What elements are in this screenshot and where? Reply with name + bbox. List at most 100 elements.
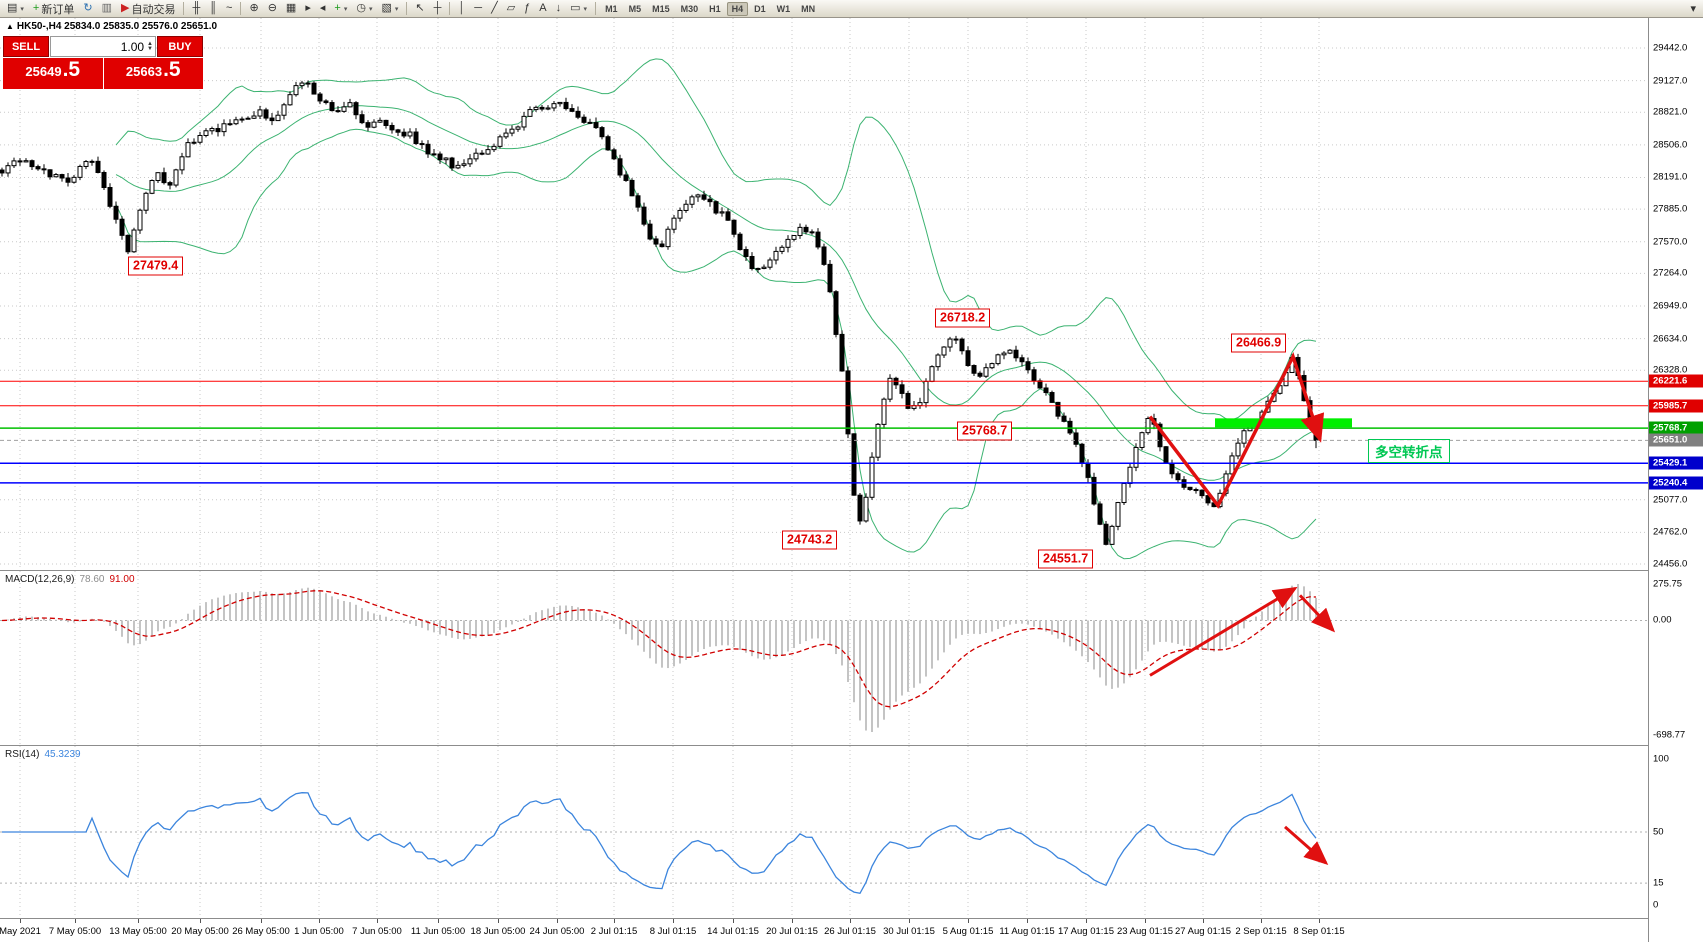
time-axis-label: 7 Jun 05:00 bbox=[352, 926, 402, 937]
price-axis[interactable]: 29442.0 29127.0 28821.0 28506.0 28191.0 27885… bbox=[1649, 18, 1703, 942]
time-tick bbox=[909, 919, 910, 923]
vertical-line-icon[interactable]: │ bbox=[458, 2, 466, 14]
timeframe-h4-button[interactable]: H4 bbox=[726, 1, 749, 16]
toolbar-overflow-icon[interactable]: ▾ bbox=[1690, 3, 1696, 15]
price-axis-label: 27264.0 bbox=[1653, 267, 1688, 279]
time-tick bbox=[673, 919, 674, 923]
time-tick bbox=[377, 919, 378, 923]
price-tag-label[interactable]: 24743.2 bbox=[782, 530, 838, 550]
rsi-canvas[interactable] bbox=[0, 746, 1648, 918]
timeframe-m5-button[interactable]: M5 bbox=[628, 3, 642, 14]
time-tick bbox=[20, 919, 21, 923]
templates-icon[interactable]: ▧ ▾ bbox=[381, 2, 399, 14]
price-tag-label[interactable]: 25768.7 bbox=[957, 421, 1013, 441]
macd-axis-label: -698.77 bbox=[1653, 729, 1686, 741]
axis-separator bbox=[1648, 18, 1649, 942]
time-tick bbox=[1086, 919, 1087, 923]
macd-axis-label: 275.75 bbox=[1653, 578, 1683, 590]
rsi-label: RSI(14) 45.3239 bbox=[5, 749, 81, 760]
refresh-icon[interactable]: ↻ bbox=[83, 2, 93, 14]
volume-value: 1.00 bbox=[120, 39, 145, 54]
fibonacci-retracement-icon[interactable]: ƒ bbox=[524, 2, 531, 14]
volume-stepper[interactable]: 1.00 ▲ ▼ bbox=[50, 36, 156, 57]
new-order-button[interactable]: + 新订单 bbox=[32, 2, 75, 16]
macd-canvas[interactable] bbox=[0, 571, 1648, 745]
buy-button[interactable]: BUY bbox=[157, 36, 203, 57]
timeframe-h1-button[interactable]: H1 bbox=[709, 3, 721, 14]
one-click-trading-panel: SELL 1.00 ▲ ▼ BUY 25649.5 25663.5 bbox=[3, 36, 203, 89]
collapse-triangle-icon[interactable]: ▲ bbox=[6, 22, 14, 31]
tile-windows-icon[interactable]: ▦ bbox=[285, 2, 297, 14]
macd-axis-label: 0.00 bbox=[1653, 614, 1672, 626]
price-line-badge: 25768.7 bbox=[1649, 421, 1703, 435]
volume-down-icon[interactable]: ▼ bbox=[147, 45, 153, 52]
timeframe-m15-button[interactable]: M15 bbox=[652, 3, 670, 14]
timeframe-d1-button[interactable]: D1 bbox=[754, 3, 766, 14]
crosshair-icon[interactable]: ┼ bbox=[433, 2, 442, 14]
charts-menu-icon[interactable]: ▤ ▾ bbox=[7, 2, 24, 14]
autotrading-button[interactable]: ▶ 自动交易 bbox=[120, 2, 176, 16]
panel-separator[interactable] bbox=[0, 745, 1703, 746]
zoom-out-icon[interactable]: ⊖ bbox=[267, 2, 277, 14]
time-axis-label: 14 Jul 01:15 bbox=[707, 926, 759, 937]
zoom-in-icon[interactable]: ⊕ bbox=[249, 2, 259, 14]
cursor-icon[interactable]: ↖ bbox=[415, 2, 425, 14]
rsi-axis-label: 50 bbox=[1653, 826, 1664, 838]
arrow-object-icon[interactable]: ↓ bbox=[555, 2, 562, 14]
turning-point-note[interactable]: 多空转折点 bbox=[1368, 438, 1450, 463]
cycles-icon[interactable]: ◷ ▾ bbox=[356, 2, 373, 14]
text-label-icon[interactable]: A bbox=[539, 2, 547, 14]
price-line-badge: 25429.1 bbox=[1649, 456, 1703, 470]
equidistant-channel-icon[interactable]: ▱ bbox=[506, 2, 516, 14]
price-axis-label: 29442.0 bbox=[1653, 42, 1688, 54]
price-tag-label[interactable]: 27479.4 bbox=[128, 256, 184, 276]
time-tick bbox=[498, 919, 499, 923]
line-chart-icon[interactable]: ~ bbox=[226, 2, 233, 14]
time-tick bbox=[75, 919, 76, 923]
trendline-icon[interactable]: ╱ bbox=[491, 2, 498, 14]
time-axis-label: 1 Jun 05:00 bbox=[294, 926, 344, 937]
time-tick bbox=[792, 919, 793, 923]
timeframe-m30-button[interactable]: M30 bbox=[680, 3, 699, 14]
volume-up-icon[interactable]: ▲ bbox=[147, 40, 153, 47]
sell-button[interactable]: SELL bbox=[3, 36, 49, 57]
price-axis-label: 24762.0 bbox=[1653, 526, 1688, 538]
price-chart-canvas[interactable] bbox=[0, 18, 1648, 570]
chart-shift-icon[interactable]: ◂ bbox=[319, 2, 326, 14]
time-axis-label: 13 May 05:00 bbox=[109, 926, 167, 937]
sell-price[interactable]: 25649.5 bbox=[3, 58, 103, 89]
panel-separator[interactable] bbox=[0, 570, 1703, 571]
macd-indicator-panel: MACD(12,26,9) 78.60 91.00 bbox=[0, 571, 1648, 745]
price-axis-label: 26328.0 bbox=[1653, 364, 1688, 376]
bar-chart-icon[interactable]: ╫ bbox=[192, 2, 201, 14]
price-line-badge: 25240.4 bbox=[1649, 476, 1703, 490]
indicators-icon[interactable]: + ▾ bbox=[334, 2, 348, 14]
time-axis-label: 23 Aug 01:15 bbox=[1117, 926, 1173, 937]
timeframe-w1-button[interactable]: W1 bbox=[776, 3, 791, 14]
price-tag-label[interactable]: 26718.2 bbox=[935, 308, 991, 328]
price-line-badge: 26221.6 bbox=[1649, 374, 1703, 388]
candlestick-chart-icon[interactable]: ║ bbox=[209, 2, 218, 14]
auto-scroll-icon[interactable]: ▸ bbox=[305, 2, 311, 14]
depth-of-market-icon[interactable]: ▥ bbox=[101, 2, 112, 14]
rsi-indicator-panel: RSI(14) 45.3239 bbox=[0, 746, 1648, 918]
price-chart-panel: 27479.4 26718.2 25768.7 24743.2 24551.7 26466… bbox=[0, 18, 1648, 570]
time-tick bbox=[319, 919, 320, 923]
shapes-icon[interactable]: ▭ ▾ bbox=[570, 2, 588, 14]
time-tick bbox=[438, 919, 439, 923]
price-tag-label[interactable]: 26466.9 bbox=[1231, 333, 1287, 353]
price-axis-label: 28506.0 bbox=[1653, 139, 1688, 151]
timeframe-m1-button[interactable]: M1 bbox=[605, 3, 618, 14]
time-axis[interactable]: May 2021 7 May 05:00 13 May 05:00 20 May 05… bbox=[0, 919, 1648, 942]
time-axis-label: May 2021 bbox=[0, 926, 41, 937]
time-tick bbox=[1261, 919, 1262, 923]
horizontal-line-icon[interactable]: ─ bbox=[474, 2, 483, 14]
timeframe-mn-button[interactable]: MN bbox=[801, 3, 816, 14]
buy-price[interactable]: 25663.5 bbox=[103, 58, 203, 89]
price-tag-label[interactable]: 24551.7 bbox=[1038, 549, 1094, 569]
time-axis-label: 27 Aug 01:15 bbox=[1175, 926, 1231, 937]
time-axis-label: 8 Sep 01:15 bbox=[1293, 926, 1345, 937]
price-chart-overlay: 27479.4 26718.2 25768.7 24743.2 24551.7 26466… bbox=[0, 18, 1648, 570]
price-axis-label: 24456.0 bbox=[1653, 558, 1688, 570]
time-tick bbox=[733, 919, 734, 923]
